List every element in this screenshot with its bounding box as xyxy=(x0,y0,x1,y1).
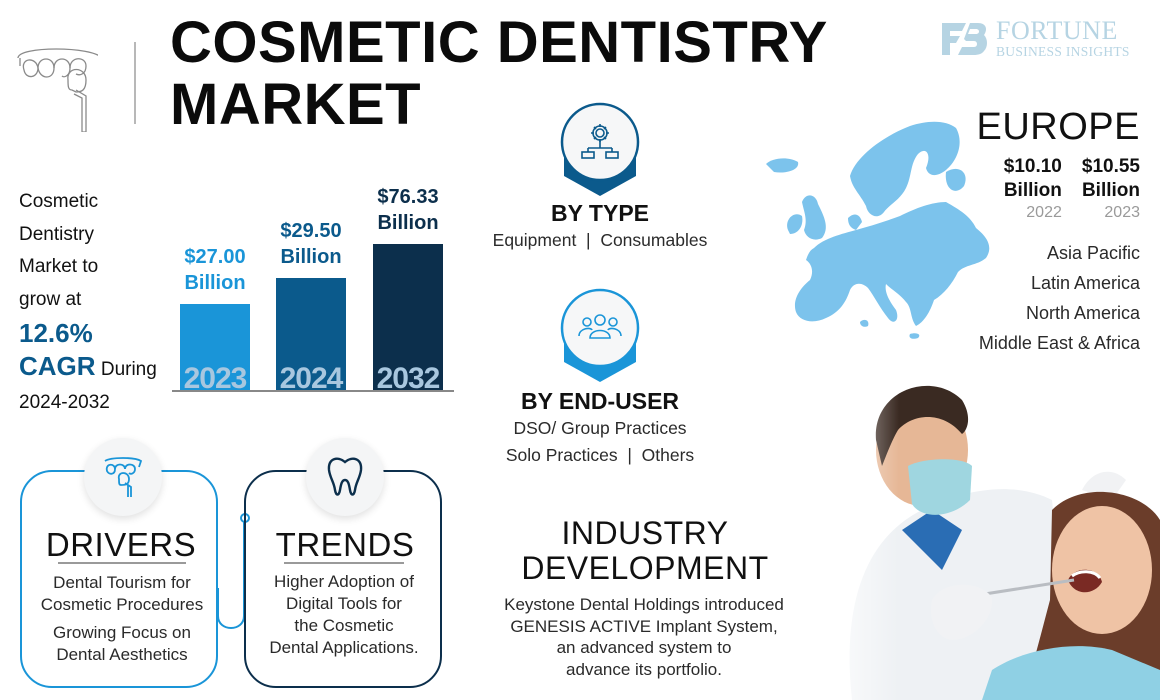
brand-subtitle: BUSINESS INSIGHTS xyxy=(996,44,1130,59)
drivers-list: Dental Tourism for Cosmetic Procedures G… xyxy=(40,573,204,664)
segment-item: DSO/ Group Practices xyxy=(513,418,687,438)
brand-logo: FORTUNE BUSINESS INSIGHTS xyxy=(940,16,1130,62)
header-divider xyxy=(134,42,136,124)
bar-2024: $29.50 Billion 2024 xyxy=(276,220,346,394)
drivers-title-underline xyxy=(58,562,186,564)
cagr-period: 2024-2032 xyxy=(19,391,110,413)
cagr-text-line: grow at xyxy=(19,288,82,310)
trends-icon-badge xyxy=(306,438,384,516)
fortune-logo-icon xyxy=(942,23,987,55)
cagr-text-line: Dentistry xyxy=(19,223,94,245)
segment-by-end-user: BY END-USER DSO/ Group Practices Solo Pr… xyxy=(470,388,730,469)
users-group-icon xyxy=(560,288,640,382)
gear-hierarchy-icon xyxy=(560,102,640,196)
region-stat-2023: $10.55 Billion 2023 xyxy=(1081,156,1140,221)
cagr-text-line: Cosmetic xyxy=(19,191,99,212)
segment-title: BY END-USER xyxy=(520,388,680,414)
industry-development-title: INDUSTRY DEVELOPMENT xyxy=(521,515,769,586)
dentist-patient-photo xyxy=(812,370,1160,700)
segment-by-type: BY TYPE Equipment | Consumables xyxy=(480,200,720,254)
brand-name: FORTUNE xyxy=(996,16,1118,45)
title-line-2: MARKET xyxy=(170,72,422,137)
market-size-bar-chart: $27.00 Billion 2023 $29.50 Billion 2024 $7… xyxy=(172,186,454,402)
trends-title-underline xyxy=(284,562,404,564)
bar-2032: $76.33 Billion 2032 xyxy=(373,186,443,394)
segment-item: Solo Practices | Others xyxy=(505,445,695,465)
other-regions-list: Asia Pacific Latin America North America… xyxy=(979,238,1140,358)
tooth-icon xyxy=(327,457,363,496)
bar-year-label: 2024 xyxy=(279,362,344,395)
region-stats: $10.10 Billion 2022 $10.55 Billion 2023 xyxy=(1004,155,1140,223)
cagr-summary: Cosmetic Dentistry Market to grow at 12.… xyxy=(19,186,169,419)
segment-title: BY TYPE xyxy=(551,200,649,226)
bar-value-label: $29.50 Billion xyxy=(280,220,342,268)
segment-items: Equipment | Consumables xyxy=(492,230,708,250)
region-item: Asia Pacific xyxy=(1046,243,1140,263)
title-line-1: COSMETIC DENTISTRY xyxy=(170,10,828,75)
europe-map-icon xyxy=(766,121,990,339)
region-item: Latin America xyxy=(1030,273,1140,293)
region-item: Middle East & Africa xyxy=(978,333,1140,353)
trends-title: TRENDS xyxy=(275,526,415,563)
cagr-during: During xyxy=(100,359,157,380)
bar-year-label: 2032 xyxy=(376,362,441,395)
industry-development-text: Keystone Dental Holdings introduced GENE… xyxy=(504,595,784,679)
region-stat-2022: $10.10 Billion 2022 xyxy=(1003,156,1062,221)
dental-veneer-icon xyxy=(104,457,143,497)
bar-2023: $27.00 Billion 2023 xyxy=(180,246,250,394)
cagr-label: CAGR xyxy=(19,351,96,381)
bar-value-label: $76.33 Billion xyxy=(377,186,439,234)
page-title: COSMETIC DENTISTRY MARKET xyxy=(170,12,828,136)
trends-text: Higher Adoption of Digital Tools for the… xyxy=(269,572,419,657)
bar-value-label: $27.00 Billion xyxy=(184,246,246,294)
drivers-icon-badge xyxy=(84,438,162,516)
bar-year-label: 2023 xyxy=(183,362,248,395)
region-item: North America xyxy=(1025,303,1140,323)
chart-baseline xyxy=(172,390,454,392)
cagr-text-line: Market to xyxy=(19,256,99,277)
cagr-value: 12.6% xyxy=(19,318,93,348)
drivers-title: DRIVERS xyxy=(45,526,197,563)
region-title: EUROPE xyxy=(976,106,1140,148)
dental-veneer-icon xyxy=(17,48,98,132)
